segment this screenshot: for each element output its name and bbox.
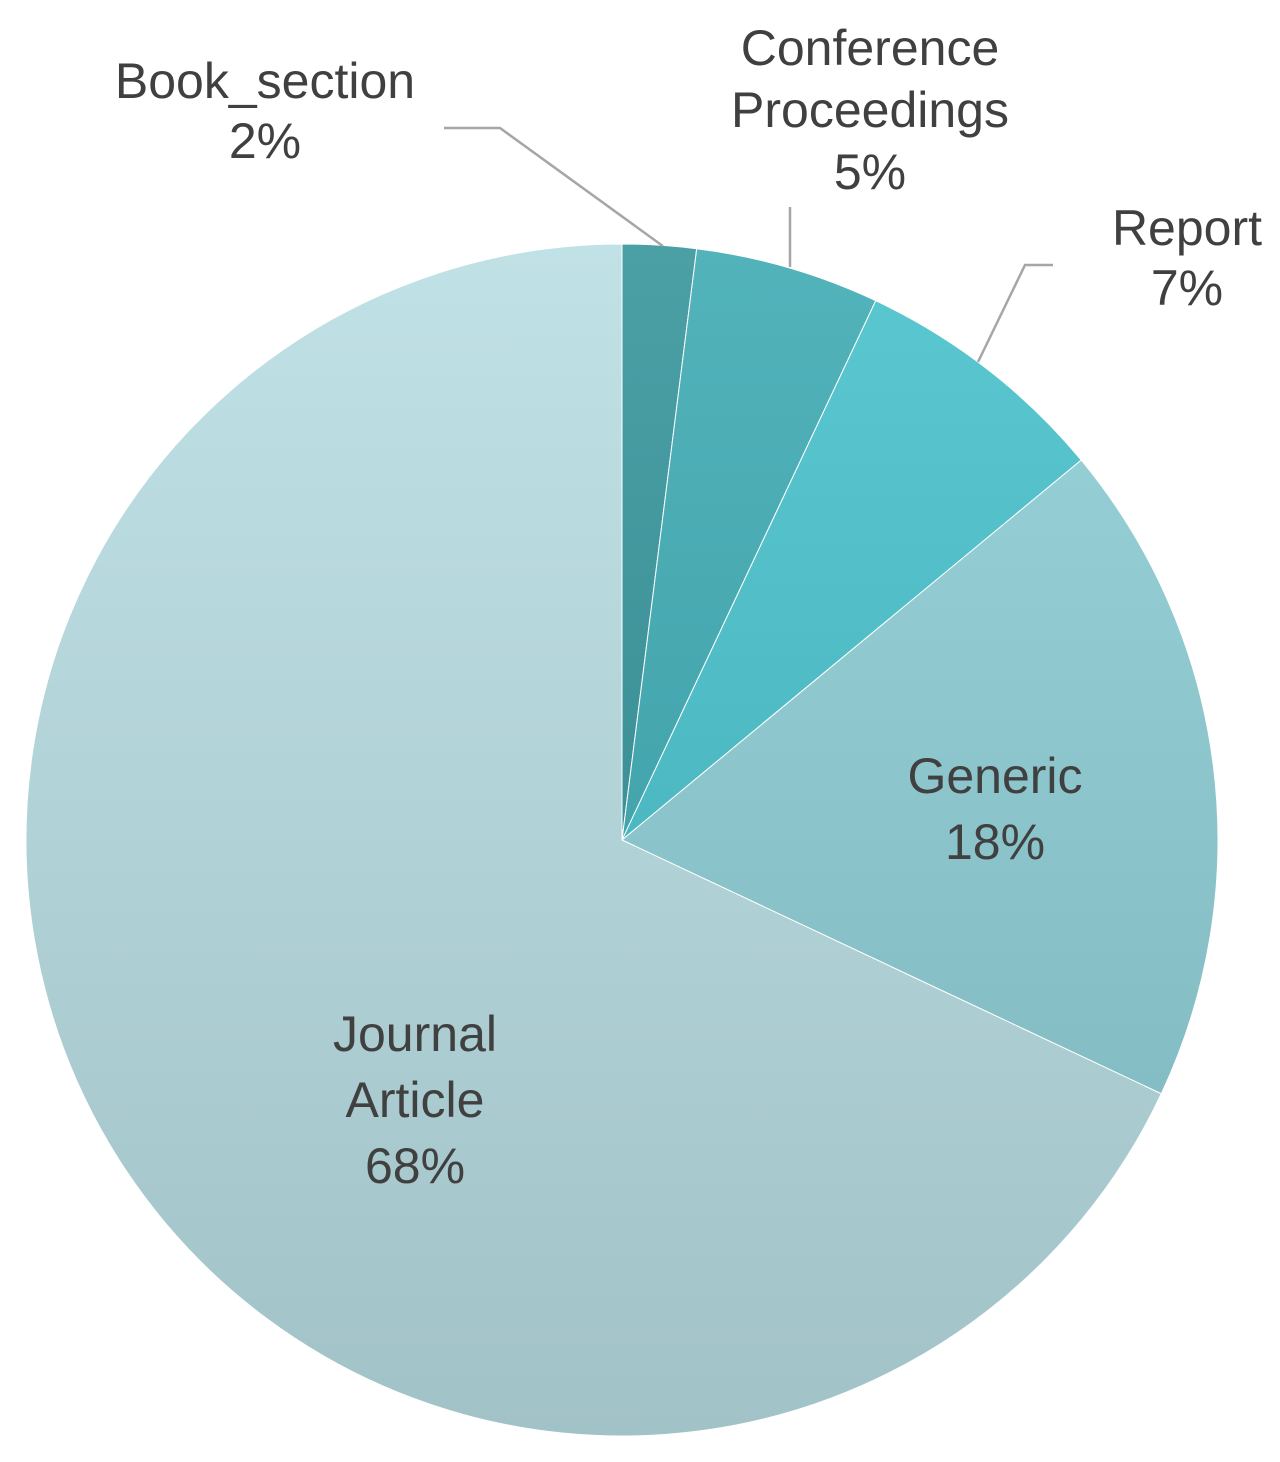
leader-line-book-section [444,126,664,248]
label-line-conference-proceedings-2: 5% [834,144,906,200]
slice-journal-article [25,243,1162,1437]
label-book-section: Book_section 2% [115,53,415,169]
label-line-book-section-1: 2% [229,113,301,169]
label-line-conference-proceedings-1: Proceedings [731,82,1009,138]
label-line-journal-article-0: Journal [333,1006,497,1062]
slice-generic [621,459,1219,1095]
label-line-report-0: Report [1112,200,1262,256]
labels-layer: Book_section 2% Conference Proceedings 5% Rep… [115,20,1262,1194]
label-journal-article: Journal Article 68% [333,1006,497,1194]
label-line-report-1: 7% [1151,260,1223,316]
slice-report [621,300,1082,841]
label-line-journal-article-2: 68% [365,1138,465,1194]
label-generic: Generic 18% [907,748,1082,870]
slice-conference-proceedings [621,248,877,841]
slices-layer [25,243,1219,1437]
label-conference-proceedings: Conference Proceedings 5% [731,20,1009,200]
label-line-conference-proceedings-0: Conference [741,20,1000,76]
label-line-journal-article-1: Article [346,1072,485,1128]
label-line-generic-0: Generic [907,748,1082,804]
leader-lines-layer [444,126,1053,363]
leader-line-report [976,263,1053,363]
label-report: Report 7% [1112,200,1262,316]
label-line-book-section-0: Book_section [115,53,415,109]
label-line-generic-1: 18% [945,814,1045,870]
